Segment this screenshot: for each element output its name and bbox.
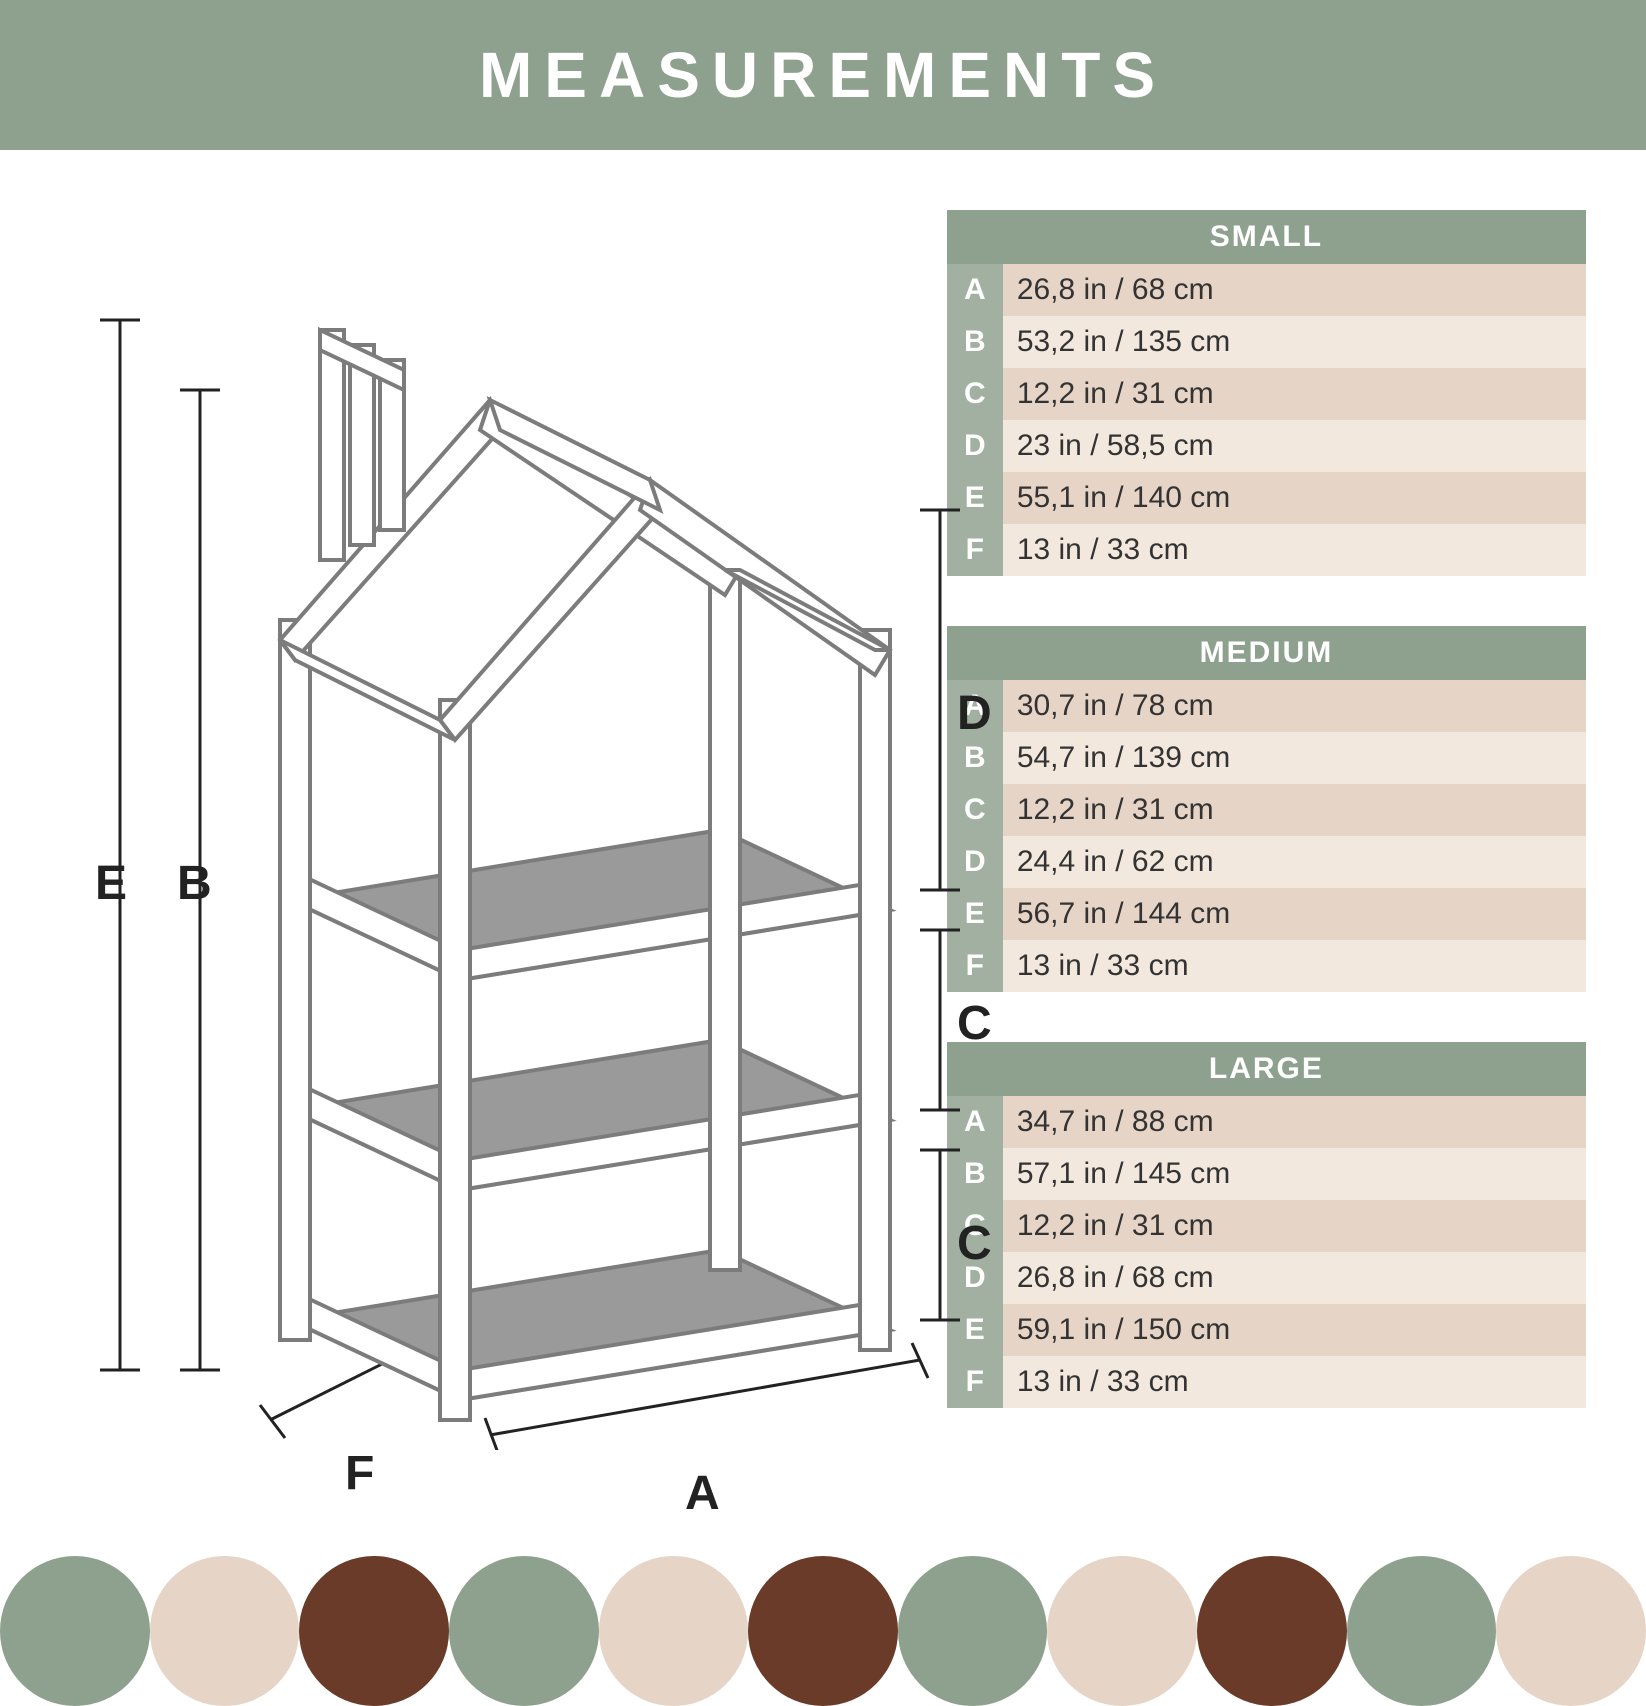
row-value: 54,7 in / 139 cm: [1003, 732, 1586, 784]
size-row: B53,2 in / 135 cm: [947, 316, 1586, 368]
diagram-area: E B F A D C C: [0, 150, 927, 1556]
row-value: 23 in / 58,5 cm: [1003, 420, 1586, 472]
size-row: A26,8 in / 68 cm: [947, 264, 1586, 316]
size-row: D26,8 in / 68 cm: [947, 1252, 1586, 1304]
size-row: D23 in / 58,5 cm: [947, 420, 1586, 472]
footer-bump: [299, 1556, 449, 1706]
size-row: E55,1 in / 140 cm: [947, 472, 1586, 524]
size-row: A34,7 in / 88 cm: [947, 1096, 1586, 1148]
row-value: 55,1 in / 140 cm: [1003, 472, 1586, 524]
row-value: 13 in / 33 cm: [1003, 940, 1586, 992]
footer-bump: [599, 1556, 749, 1706]
size-row: E59,1 in / 150 cm: [947, 1304, 1586, 1356]
tables-area: SMALLA26,8 in / 68 cmB53,2 in / 135 cmC1…: [927, 150, 1646, 1556]
house-shelf-diagram: [60, 190, 980, 1450]
size-row: B54,7 in / 139 cm: [947, 732, 1586, 784]
footer-bump: [1047, 1556, 1197, 1706]
size-row: E56,7 in / 144 cm: [947, 888, 1586, 940]
content-row: E B F A D C C SMALLA26,8 in / 68 cmB53,2…: [0, 150, 1646, 1556]
size-row: F13 in / 33 cm: [947, 524, 1586, 576]
footer-bump: [1347, 1556, 1497, 1706]
dim-label-f: F: [345, 1446, 374, 1501]
row-value: 12,2 in / 31 cm: [1003, 368, 1586, 420]
size-header: MEDIUM: [947, 626, 1586, 680]
size-header: SMALL: [947, 210, 1586, 264]
size-table-medium: MEDIUMA30,7 in / 78 cmB54,7 in / 139 cmC…: [947, 626, 1586, 992]
row-value: 26,8 in / 68 cm: [1003, 1252, 1586, 1304]
size-row: A30,7 in / 78 cm: [947, 680, 1586, 732]
dim-label-e: E: [95, 856, 127, 911]
size-table-large: LARGEA34,7 in / 88 cmB57,1 in / 145 cmC1…: [947, 1042, 1586, 1408]
row-value: 12,2 in / 31 cm: [1003, 784, 1586, 836]
row-value: 59,1 in / 150 cm: [1003, 1304, 1586, 1356]
footer-bump: [1496, 1556, 1646, 1706]
row-value: 26,8 in / 68 cm: [1003, 264, 1586, 316]
footer-bump: [150, 1556, 300, 1706]
row-value: 13 in / 33 cm: [1003, 524, 1586, 576]
row-value: 13 in / 33 cm: [1003, 1356, 1586, 1408]
size-row: C12,2 in / 31 cm: [947, 368, 1586, 420]
size-table-small: SMALLA26,8 in / 68 cmB53,2 in / 135 cmC1…: [947, 210, 1586, 576]
dim-label-c1: C: [957, 996, 992, 1051]
size-row: C12,2 in / 31 cm: [947, 784, 1586, 836]
row-value: 34,7 in / 88 cm: [1003, 1096, 1586, 1148]
dim-label-a: A: [685, 1466, 720, 1521]
footer-bump: [449, 1556, 599, 1706]
footer-bump: [1197, 1556, 1347, 1706]
row-value: 24,4 in / 62 cm: [1003, 836, 1586, 888]
footer-bumps: [0, 1556, 1646, 1696]
dim-label-d: D: [957, 686, 992, 741]
footer-bump: [0, 1556, 150, 1706]
header-bar: MEASUREMENTS: [0, 0, 1646, 150]
footer-bump: [898, 1556, 1048, 1706]
dim-label-b: B: [177, 856, 212, 911]
row-value: 57,1 in / 145 cm: [1003, 1148, 1586, 1200]
size-row: D24,4 in / 62 cm: [947, 836, 1586, 888]
size-row: F13 in / 33 cm: [947, 940, 1586, 992]
row-value: 53,2 in / 135 cm: [1003, 316, 1586, 368]
dim-label-c2: C: [957, 1216, 992, 1271]
size-row: B57,1 in / 145 cm: [947, 1148, 1586, 1200]
size-header: LARGE: [947, 1042, 1586, 1096]
header-title: MEASUREMENTS: [479, 38, 1167, 112]
size-row: F13 in / 33 cm: [947, 1356, 1586, 1408]
footer-bump: [748, 1556, 898, 1706]
row-value: 12,2 in / 31 cm: [1003, 1200, 1586, 1252]
row-value: 56,7 in / 144 cm: [1003, 888, 1586, 940]
row-value: 30,7 in / 78 cm: [1003, 680, 1586, 732]
size-row: C12,2 in / 31 cm: [947, 1200, 1586, 1252]
